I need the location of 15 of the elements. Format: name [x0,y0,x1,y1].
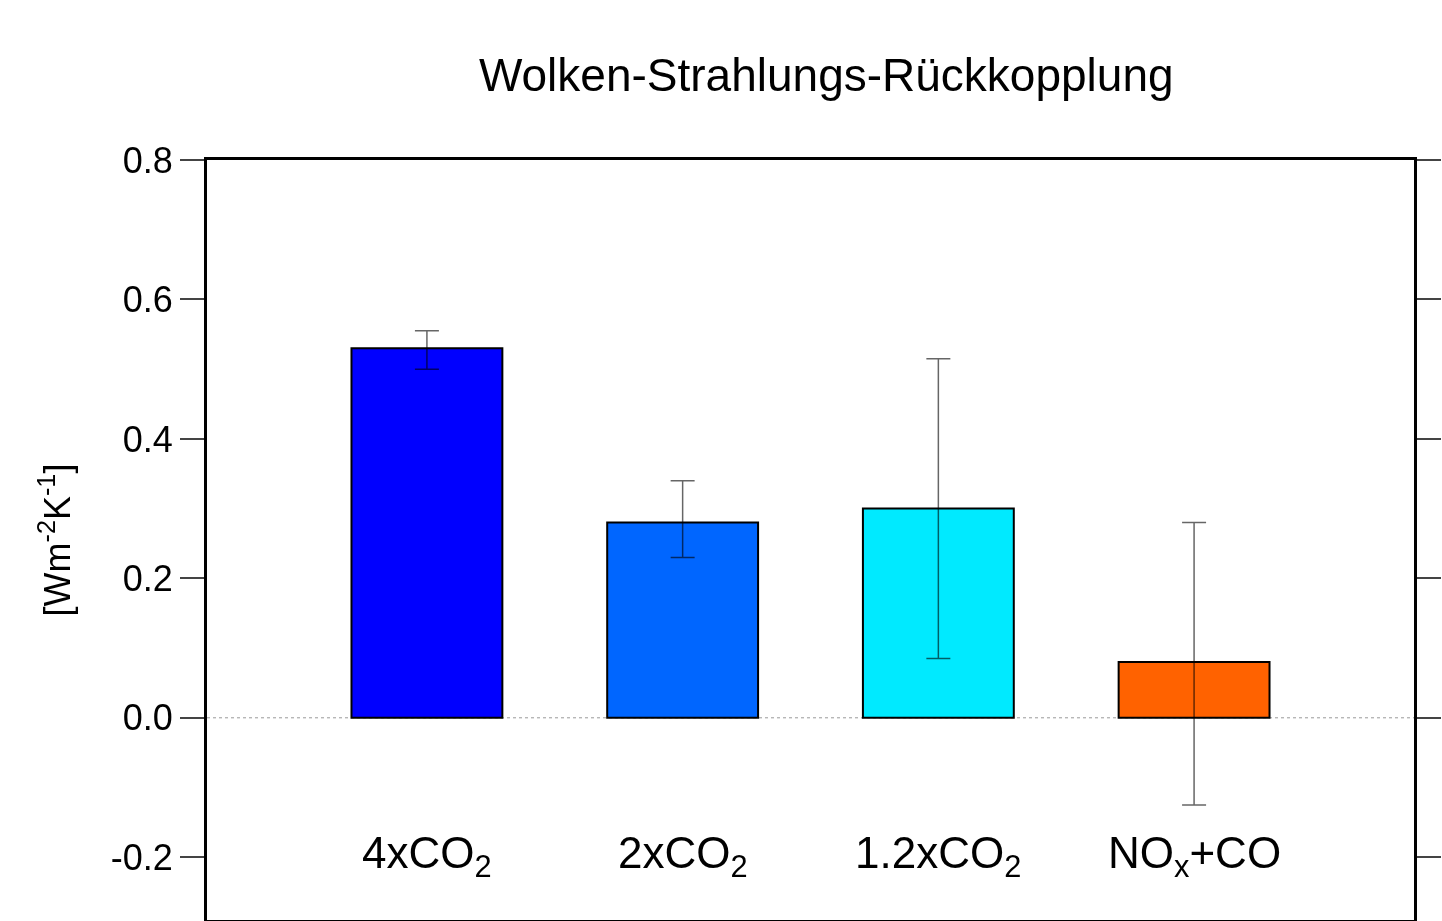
x-tick-label: NO$_{x}$+CO [1108,828,1282,885]
x-tick-label: 2xCO$_{2}$ [618,828,748,885]
bar [350,347,504,719]
x-tick-label: 1.2xCO$_{2}$ [855,828,1022,885]
y-tick-label: 0.2 [122,557,173,599]
bar [861,507,1015,719]
chart-title: Wolken-Strahlungs-Rückkopplung [478,49,1174,102]
x-tick-label: 4xCO$_{2}$ [362,828,492,885]
bar [1117,661,1271,719]
y-tick-label: 0.0 [122,697,173,739]
y-tick-label: 0.4 [122,418,173,460]
y-tick-label: 0.6 [122,279,173,321]
bar [606,521,760,719]
y-tick-label: -0.2 [110,836,173,878]
y-tick-label: 0.8 [122,139,173,181]
